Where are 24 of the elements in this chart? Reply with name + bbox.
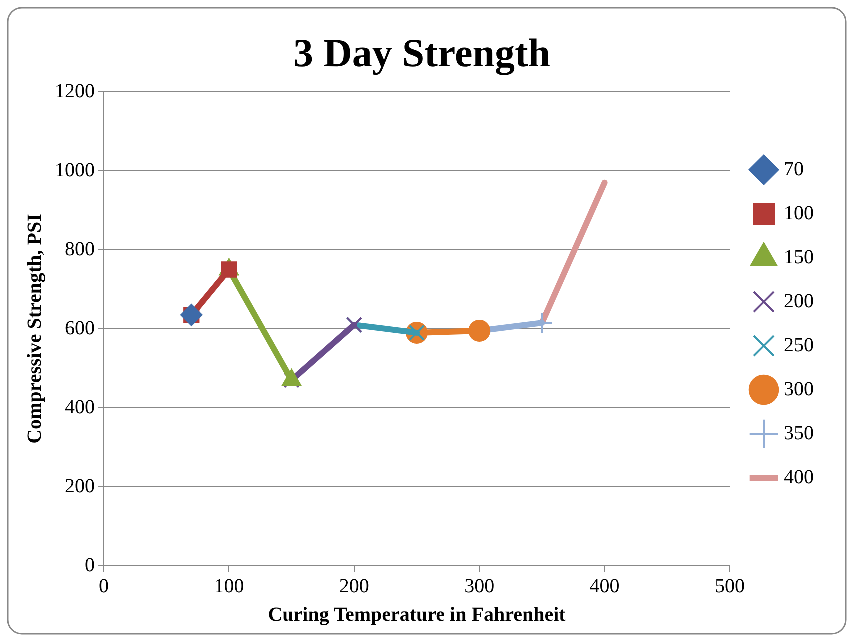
x-tick-label: 400 [590, 575, 620, 598]
y-tick-label: 0 [85, 554, 95, 576]
legend-label: 150 [784, 246, 814, 268]
y-tick-label: 1000 [55, 159, 95, 182]
legend-label: 400 [784, 466, 814, 488]
y-tick-label: 400 [65, 396, 95, 418]
x-tick-label: 200 [339, 575, 370, 598]
chart-title: 3 Day Strength [293, 30, 551, 76]
legend-label: 100 [784, 202, 814, 224]
legend-label: 350 [784, 422, 814, 444]
legend-label: 70 [784, 158, 804, 180]
x-tick-label: 100 [214, 575, 244, 598]
y-axis-title: Compressive Strength, PSI [24, 214, 46, 444]
x-tick-label: 0 [99, 575, 109, 598]
y-tick-label: 800 [65, 238, 95, 260]
y-tick-label: 1200 [55, 80, 95, 102]
legend-label: 300 [784, 378, 814, 400]
y-tick-label: 600 [65, 317, 95, 340]
x-tick-label: 500 [715, 575, 745, 598]
x-axis-title: Curing Temperature in Fahrenheit [268, 604, 566, 626]
y-tick-label: 200 [65, 475, 95, 498]
x-tick-label: 300 [464, 575, 495, 598]
legend-label: 250 [784, 334, 814, 356]
legend-label: 200 [784, 290, 814, 312]
